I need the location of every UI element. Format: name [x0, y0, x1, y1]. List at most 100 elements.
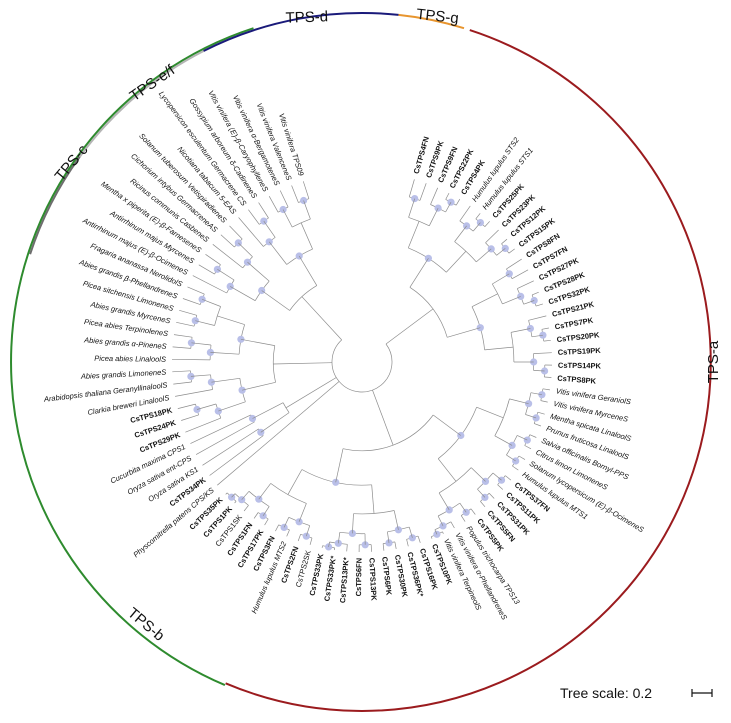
branch-segment — [195, 421, 255, 455]
bootstrap-node — [523, 436, 531, 444]
branch-segment — [181, 414, 199, 421]
branch-segment — [286, 529, 290, 537]
branch-segment — [437, 515, 444, 527]
branch-segment — [171, 358, 211, 361]
branch-segment — [247, 261, 270, 282]
branch-segment — [447, 327, 481, 338]
leaf-label: Abies grandis LimoneneS — [80, 368, 167, 381]
branch-segment — [175, 389, 213, 397]
branch-segment — [218, 401, 246, 412]
branch-segment — [492, 472, 502, 481]
branch-segment — [285, 377, 337, 409]
bootstrap-node — [517, 292, 525, 300]
bootstrap-node — [433, 530, 441, 538]
branch-segment — [428, 207, 439, 226]
branch-segment — [534, 423, 542, 427]
root-arc — [331, 339, 393, 393]
bootstrap-node — [512, 457, 520, 465]
branch-segment — [477, 488, 486, 498]
branch-segment — [417, 535, 421, 543]
branch-segment — [262, 506, 270, 516]
clade-label-tps-d: TPS-d — [285, 8, 328, 26]
branch-segment — [298, 255, 318, 286]
branch-segment — [541, 327, 549, 330]
branch-segment — [298, 503, 307, 522]
branch-segment — [205, 254, 221, 265]
branch-arc — [342, 414, 434, 452]
branch-segment — [282, 209, 293, 228]
bootstrap-node — [394, 526, 402, 534]
branch-segment — [198, 264, 215, 275]
branch-segment — [172, 370, 191, 373]
branch-segment — [190, 414, 251, 444]
branch-segment — [442, 531, 444, 534]
tree-scale: Tree scale: 0.2 — [560, 685, 713, 701]
branch-segment — [459, 502, 467, 513]
bootstrap-node — [447, 198, 455, 206]
bootstrap-node — [530, 358, 538, 366]
branch-segment — [537, 411, 545, 415]
leaf-label: CsTPS19PK — [558, 346, 602, 357]
branch-segment — [438, 492, 450, 511]
branch-segment — [445, 202, 452, 213]
branch-segment — [542, 388, 550, 391]
branch-segment — [258, 202, 269, 219]
branch-segment — [177, 403, 196, 409]
branch-segment — [300, 222, 313, 250]
leaf-label: CsTPS13PK — [367, 558, 378, 602]
branch-segment — [501, 238, 508, 245]
branch-arc — [492, 283, 503, 305]
branch-segment — [201, 298, 221, 307]
branch-segment — [301, 296, 342, 341]
branch-segment — [287, 469, 303, 495]
branch-segment — [437, 458, 457, 482]
branch-segment — [450, 521, 455, 529]
branch-segment — [202, 428, 259, 466]
branch-segment — [506, 454, 516, 462]
branch-segment — [182, 298, 201, 305]
clade-arc-tps-d — [203, 12, 399, 52]
branch-segment — [192, 275, 227, 294]
branch-segment — [248, 209, 260, 225]
branch-segment — [195, 320, 215, 326]
branch-segment — [230, 286, 256, 302]
clade-arc-tps-a — [225, 29, 712, 712]
branch-segment — [352, 513, 354, 534]
bootstrap-node — [214, 407, 222, 415]
bootstrap-node — [361, 541, 369, 549]
tree-branches — [171, 179, 553, 553]
branch-segment — [382, 543, 385, 551]
clade-label-tps-a: TPS-a — [705, 340, 722, 383]
branch-segment — [291, 185, 299, 203]
branch-segment — [544, 376, 552, 378]
branch-segment — [273, 362, 333, 365]
branch-segment — [480, 501, 486, 508]
branch-segment — [523, 300, 535, 305]
branch-segment — [476, 248, 492, 263]
leaf-label: CsTPS13PK* — [338, 557, 351, 604]
branch-segment — [508, 248, 515, 254]
leaf-label: CsTPS6FN — [354, 558, 364, 596]
clade-label-tps-g: TPS-g — [415, 6, 459, 27]
branch-arc — [353, 510, 395, 515]
branch-segment — [419, 183, 427, 201]
clade-arc-tps-c — [29, 156, 81, 255]
branch-segment — [275, 524, 280, 532]
branch-segment — [337, 532, 341, 544]
branch-segment — [471, 293, 498, 308]
branch-segment — [258, 483, 271, 500]
bootstrap-node — [408, 534, 416, 542]
branch-segment — [187, 286, 205, 295]
branch-segment — [502, 296, 521, 305]
branch-segment — [372, 389, 394, 446]
branch-segment — [253, 512, 259, 519]
branch-segment — [408, 198, 416, 218]
branch-segment — [209, 435, 264, 476]
branch-segment — [434, 529, 438, 535]
bootstrap-node — [334, 539, 342, 547]
branch-segment — [529, 434, 537, 438]
branch-segment — [211, 377, 240, 383]
branch-segment — [387, 531, 390, 543]
branch-segment — [510, 328, 531, 333]
leaf-label: CsTPS6PK — [380, 556, 393, 596]
